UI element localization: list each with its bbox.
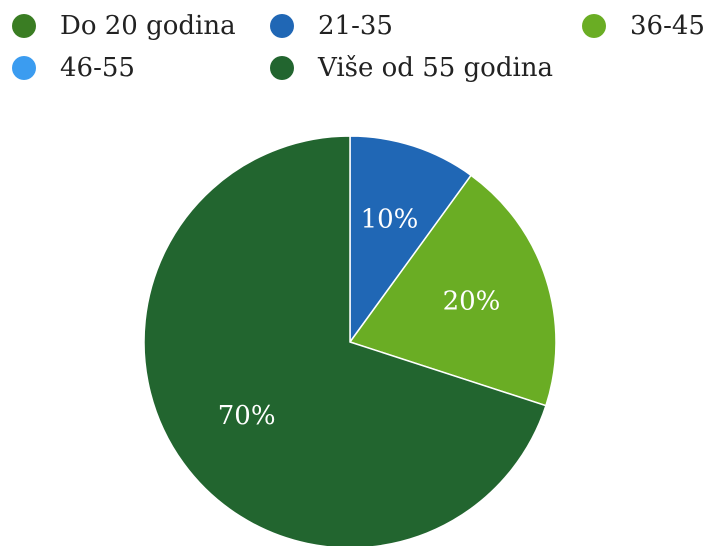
legend-item-do-20-godina[interactable]: Do 20 godina (12, 6, 236, 46)
legend-item-vise-od-55-godina[interactable]: Više od 55 godina (270, 48, 553, 88)
legend-item-21-35[interactable]: 21-35 (270, 6, 393, 46)
legend-dot-36-45 (582, 14, 606, 38)
legend-label-46-55: 46-55 (60, 53, 135, 83)
pie-slice-21-35[interactable] (349, 135, 473, 345)
slice-label-21-35: 10% (361, 205, 419, 235)
legend-dot-46-55 (12, 56, 36, 80)
legend-item-46-55[interactable]: 46-55 (12, 48, 135, 88)
pie-slice-vise-od-55-godina[interactable] (143, 135, 547, 549)
pie-slices (143, 135, 557, 549)
slice-label-36-45: 20% (443, 287, 501, 317)
chart-legend: Do 20 godina 21-35 36-45 46-55 Više od 5… (0, 0, 709, 96)
legend-dot-21-35 (270, 14, 294, 38)
legend-item-36-45[interactable]: 36-45 (582, 6, 705, 46)
slice-label-vise-od-55-godina: 70% (218, 401, 276, 431)
legend-label-21-35: 21-35 (318, 11, 393, 41)
pie-slice-36-45[interactable] (348, 174, 557, 407)
legend-dot-vise-od-55-godina (270, 56, 294, 80)
legend-label-do-20-godina: Do 20 godina (60, 11, 236, 41)
legend-dot-do-20-godina (12, 14, 36, 38)
pie-slice-labels: 10% 20% 70% (218, 205, 501, 432)
legend-label-36-45: 36-45 (630, 11, 705, 41)
legend-label-vise-od-55-godina: Više od 55 godina (318, 53, 554, 83)
